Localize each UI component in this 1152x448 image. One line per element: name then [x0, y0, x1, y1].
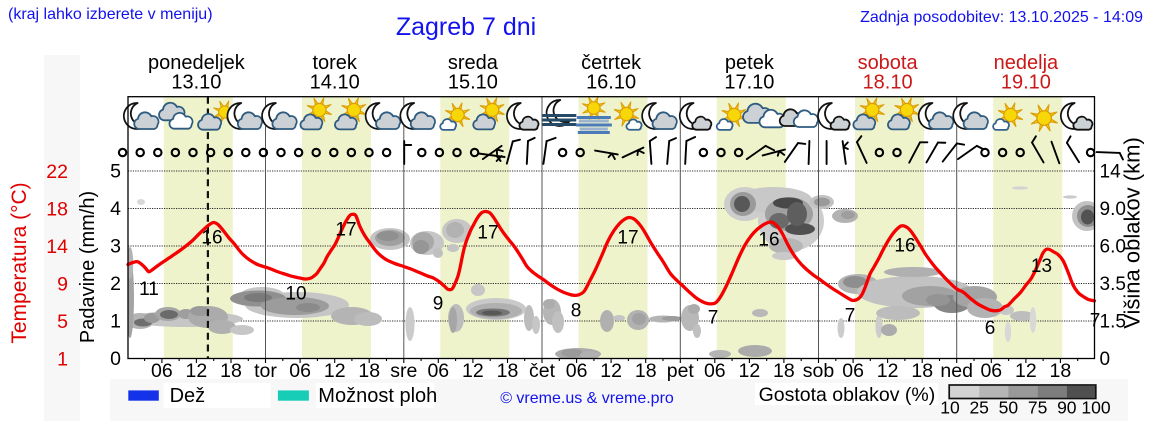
svg-text:© vreme.us & vreme.pro: © vreme.us & vreme.pro: [500, 390, 674, 407]
svg-text:ned: ned: [940, 360, 973, 382]
svg-text:ponedeljek: ponedeljek: [148, 52, 246, 74]
svg-text:7: 7: [708, 308, 719, 329]
svg-text:17: 17: [617, 228, 638, 249]
svg-text:sre: sre: [390, 360, 417, 382]
svg-text:12: 12: [1015, 360, 1037, 382]
svg-text:11: 11: [139, 279, 159, 300]
svg-text:sob: sob: [803, 360, 835, 382]
svg-text:16.10: 16.10: [586, 72, 636, 94]
svg-text:3: 3: [110, 236, 121, 258]
svg-text:22: 22: [46, 161, 68, 183]
svg-text:06: 06: [566, 360, 588, 382]
svg-text:9: 9: [433, 294, 444, 315]
svg-text:10: 10: [285, 284, 306, 305]
svg-text:(kraj lahko izberete v meniju): (kraj lahko izberete v meniju): [8, 6, 213, 23]
svg-text:90: 90: [1057, 398, 1077, 418]
svg-text:5: 5: [57, 311, 68, 333]
svg-text:100: 100: [1081, 398, 1110, 418]
svg-text:Zagreb 7 dni: Zagreb 7 dni: [396, 13, 536, 41]
svg-text:17: 17: [477, 223, 498, 244]
svg-text:13: 13: [1031, 256, 1052, 277]
svg-text:8: 8: [571, 301, 582, 322]
svg-text:19.10: 19.10: [1001, 72, 1051, 94]
svg-text:Zadnja posodobitev: 13.10.2025: Zadnja posodobitev: 13.10.2025 - 14:09: [860, 9, 1143, 26]
svg-text:2: 2: [110, 273, 121, 295]
svg-text:12: 12: [600, 360, 622, 382]
svg-text:18: 18: [497, 360, 519, 382]
svg-text:Dež: Dež: [170, 385, 206, 407]
svg-text:75: 75: [1028, 398, 1047, 418]
svg-text:18: 18: [635, 360, 657, 382]
svg-text:6.0: 6.0: [1100, 237, 1126, 258]
svg-text:13.10: 13.10: [171, 72, 221, 94]
svg-text:12: 12: [324, 360, 346, 382]
svg-text:18: 18: [46, 199, 68, 221]
svg-text:Gostota oblakov (%): Gostota oblakov (%): [759, 384, 936, 406]
svg-text:torek: torek: [312, 52, 357, 74]
svg-text:16: 16: [201, 228, 222, 249]
svg-text:pet: pet: [667, 360, 695, 382]
svg-text:12: 12: [186, 360, 208, 382]
svg-text:12: 12: [877, 360, 899, 382]
svg-text:7: 7: [845, 306, 856, 327]
svg-text:10: 10: [940, 398, 960, 418]
svg-text:14.10: 14.10: [310, 72, 360, 94]
svg-text:sobota: sobota: [858, 52, 919, 74]
svg-text:čet: čet: [529, 360, 556, 382]
svg-text:50: 50: [999, 398, 1019, 418]
svg-text:4: 4: [110, 198, 121, 220]
svg-text:0: 0: [1100, 349, 1111, 370]
svg-text:18.10: 18.10: [863, 72, 913, 94]
svg-text:06: 06: [289, 360, 311, 382]
svg-text:16: 16: [758, 230, 779, 251]
svg-text:17: 17: [335, 220, 356, 241]
svg-text:sreda: sreda: [448, 52, 499, 74]
svg-text:18: 18: [911, 360, 933, 382]
svg-text:06: 06: [151, 360, 173, 382]
svg-text:25: 25: [969, 398, 988, 418]
svg-text:5: 5: [110, 161, 121, 183]
svg-text:1: 1: [110, 311, 121, 333]
svg-text:06: 06: [427, 360, 449, 382]
svg-text:petek: petek: [725, 52, 775, 74]
svg-text:četrtek: četrtek: [581, 52, 642, 74]
svg-text:0: 0: [110, 348, 121, 370]
svg-text:1.5: 1.5: [1100, 312, 1126, 333]
svg-text:3.5: 3.5: [1100, 274, 1126, 295]
svg-text:Možnost ploh: Možnost ploh: [318, 385, 437, 407]
svg-text:17.10: 17.10: [724, 72, 774, 94]
svg-text:06: 06: [980, 360, 1002, 382]
svg-text:tor: tor: [254, 360, 277, 382]
svg-text:14: 14: [1100, 162, 1122, 183]
svg-text:6: 6: [985, 318, 996, 339]
svg-text:14: 14: [46, 236, 68, 258]
svg-text:15.10: 15.10: [448, 72, 498, 94]
svg-text:06: 06: [704, 360, 726, 382]
svg-text:9: 9: [57, 274, 68, 296]
svg-text:18: 18: [358, 360, 380, 382]
svg-text:12: 12: [739, 360, 761, 382]
svg-text:12: 12: [462, 360, 484, 382]
svg-text:1: 1: [57, 349, 68, 371]
svg-text:Višina oblakov (km): Višina oblakov (km): [1120, 137, 1145, 329]
svg-text:Temperatura (°C): Temperatura (°C): [8, 182, 31, 343]
svg-text:18: 18: [1050, 360, 1072, 382]
svg-text:16: 16: [894, 236, 915, 257]
svg-text:nedelja: nedelja: [994, 52, 1059, 74]
svg-text:18: 18: [220, 360, 242, 382]
svg-text:18: 18: [773, 360, 795, 382]
svg-text:06: 06: [842, 360, 864, 382]
svg-text:Padavine (mm/h): Padavine (mm/h): [77, 191, 99, 343]
svg-text:9.0: 9.0: [1100, 199, 1126, 220]
